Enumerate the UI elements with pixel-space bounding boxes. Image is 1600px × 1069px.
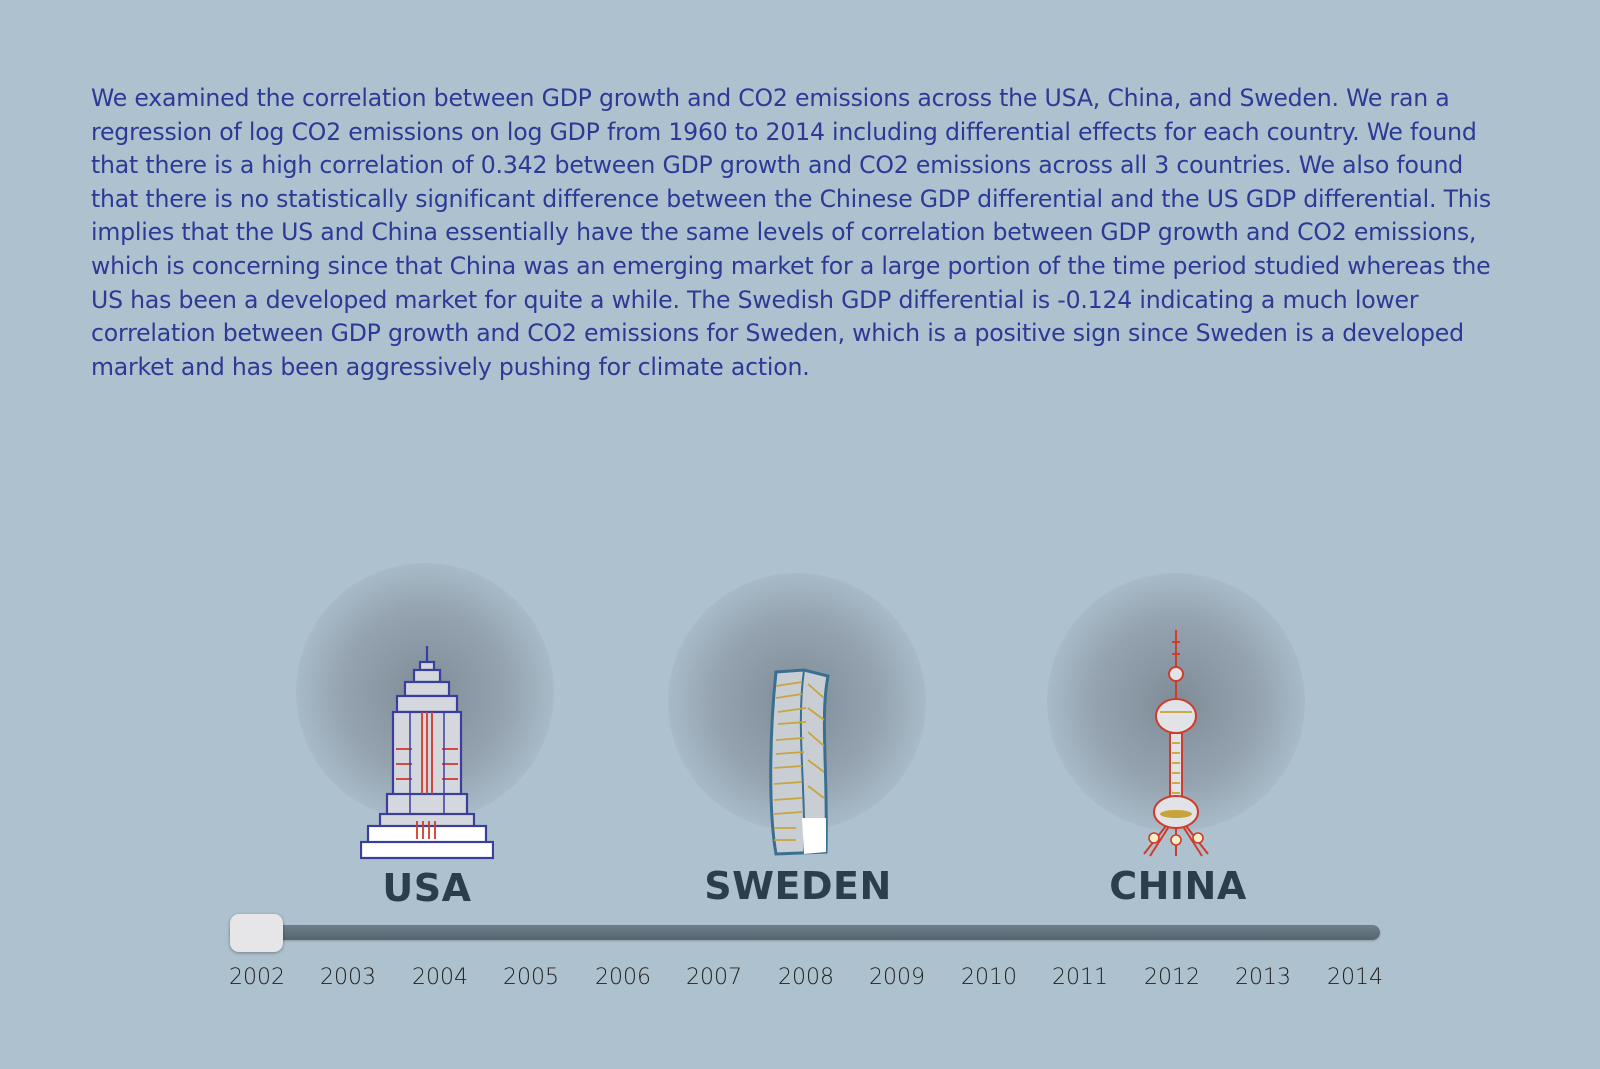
year-tick[interactable]: 2005: [503, 965, 559, 990]
country-label-usa: USA: [382, 866, 472, 910]
year-tick[interactable]: 2003: [320, 965, 376, 990]
year-tick[interactable]: 2009: [869, 965, 925, 990]
turning-torso-icon[interactable]: [766, 668, 840, 858]
year-ticks: 2002 2003 2004 2005 2006 2007 2008 2009 …: [229, 965, 1389, 995]
year-tick[interactable]: 2006: [595, 965, 651, 990]
description-text: We examined the correlation between GDP …: [91, 84, 1491, 381]
country-label-sweden: SWEDEN: [704, 864, 892, 908]
year-tick[interactable]: 2010: [961, 965, 1017, 990]
year-tick[interactable]: 2014: [1327, 965, 1383, 990]
empire-state-building-icon[interactable]: [360, 644, 494, 860]
year-tick[interactable]: 2011: [1052, 965, 1108, 990]
country-label-china: CHINA: [1109, 864, 1247, 908]
oriental-pearl-tower-icon[interactable]: [1132, 628, 1220, 860]
year-tick[interactable]: 2004: [412, 965, 468, 990]
year-tick[interactable]: 2013: [1235, 965, 1291, 990]
year-tick[interactable]: 2002: [229, 965, 285, 990]
year-tick[interactable]: 2012: [1144, 965, 1200, 990]
year-slider-handle[interactable]: [230, 914, 283, 952]
year-tick[interactable]: 2007: [686, 965, 742, 990]
year-tick[interactable]: 2008: [778, 965, 834, 990]
year-slider-track[interactable]: [230, 925, 1380, 940]
